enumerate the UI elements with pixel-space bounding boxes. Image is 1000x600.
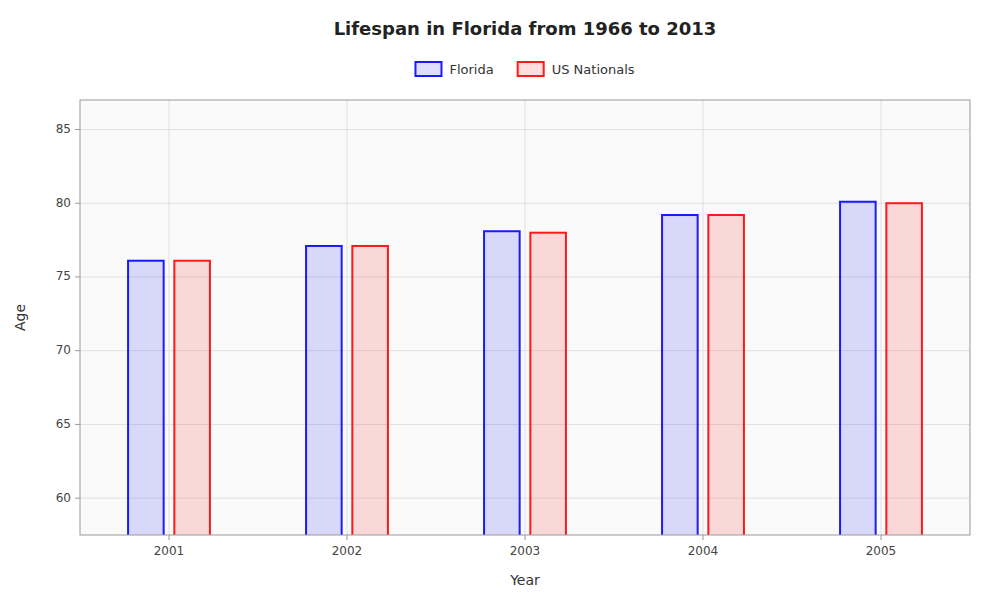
x-tick xyxy=(703,535,704,540)
legend-swatch xyxy=(415,62,441,76)
y-tick-label: 80 xyxy=(56,196,71,210)
legend-item: Florida xyxy=(415,62,493,77)
legend-label: Florida xyxy=(449,62,493,77)
y-axis-label: Age xyxy=(12,304,28,331)
legend-swatch xyxy=(518,62,544,76)
y-tick xyxy=(75,203,80,204)
y-tick xyxy=(75,498,80,499)
y-tick-label: 70 xyxy=(56,343,71,357)
y-tick-label: 65 xyxy=(56,417,71,431)
x-tick-label: 2002 xyxy=(332,544,363,558)
x-tick-label: 2003 xyxy=(510,544,541,558)
y-tick xyxy=(75,424,80,425)
grid xyxy=(80,100,970,535)
bar xyxy=(530,233,566,535)
plot-area xyxy=(80,100,970,535)
legend-label: US Nationals xyxy=(552,62,635,77)
grid-line-x xyxy=(525,100,526,535)
bar xyxy=(840,202,876,535)
x-tick xyxy=(881,535,882,540)
bars xyxy=(128,202,922,535)
grid-line-x xyxy=(703,100,704,535)
bar xyxy=(352,246,388,535)
x-tick xyxy=(347,535,348,540)
x-tick-label: 2005 xyxy=(866,544,897,558)
x-tick-label: 2004 xyxy=(688,544,719,558)
y-tick xyxy=(75,276,80,277)
x-tick-label: 2001 xyxy=(154,544,185,558)
chart-container: 60 65 70 75 80 85 2001 2002 2003 2004 2005 Year Age L… xyxy=(0,0,1000,600)
grid-line-x xyxy=(347,100,348,535)
axes: 60 65 70 75 80 85 2001 2002 2003 2004 2005 xyxy=(56,122,897,558)
y-tick-label: 60 xyxy=(56,491,71,505)
plot-frame xyxy=(80,100,970,535)
x-axis-label: Year xyxy=(509,572,540,588)
legend-item: US Nationals xyxy=(518,62,635,77)
title: Lifespan in Florida from 1966 to 2013 xyxy=(334,18,717,39)
y-tick-label: 85 xyxy=(56,122,71,136)
x-tick xyxy=(525,535,526,540)
y-tick xyxy=(75,350,80,351)
grid-line-x xyxy=(881,100,882,535)
bar xyxy=(662,215,698,535)
y-tick-label: 75 xyxy=(56,269,71,283)
bar xyxy=(174,261,210,535)
chart: 60 65 70 75 80 85 2001 2002 2003 2004 2005 Year Age L… xyxy=(0,0,1000,600)
bar xyxy=(484,231,520,535)
x-tick xyxy=(169,535,170,540)
legend: Florida US Nationals xyxy=(415,62,634,77)
y-tick xyxy=(75,129,80,130)
grid-line-x xyxy=(169,100,170,535)
bar xyxy=(128,261,164,535)
bar xyxy=(886,203,922,535)
bar xyxy=(708,215,744,535)
bar xyxy=(306,246,342,535)
